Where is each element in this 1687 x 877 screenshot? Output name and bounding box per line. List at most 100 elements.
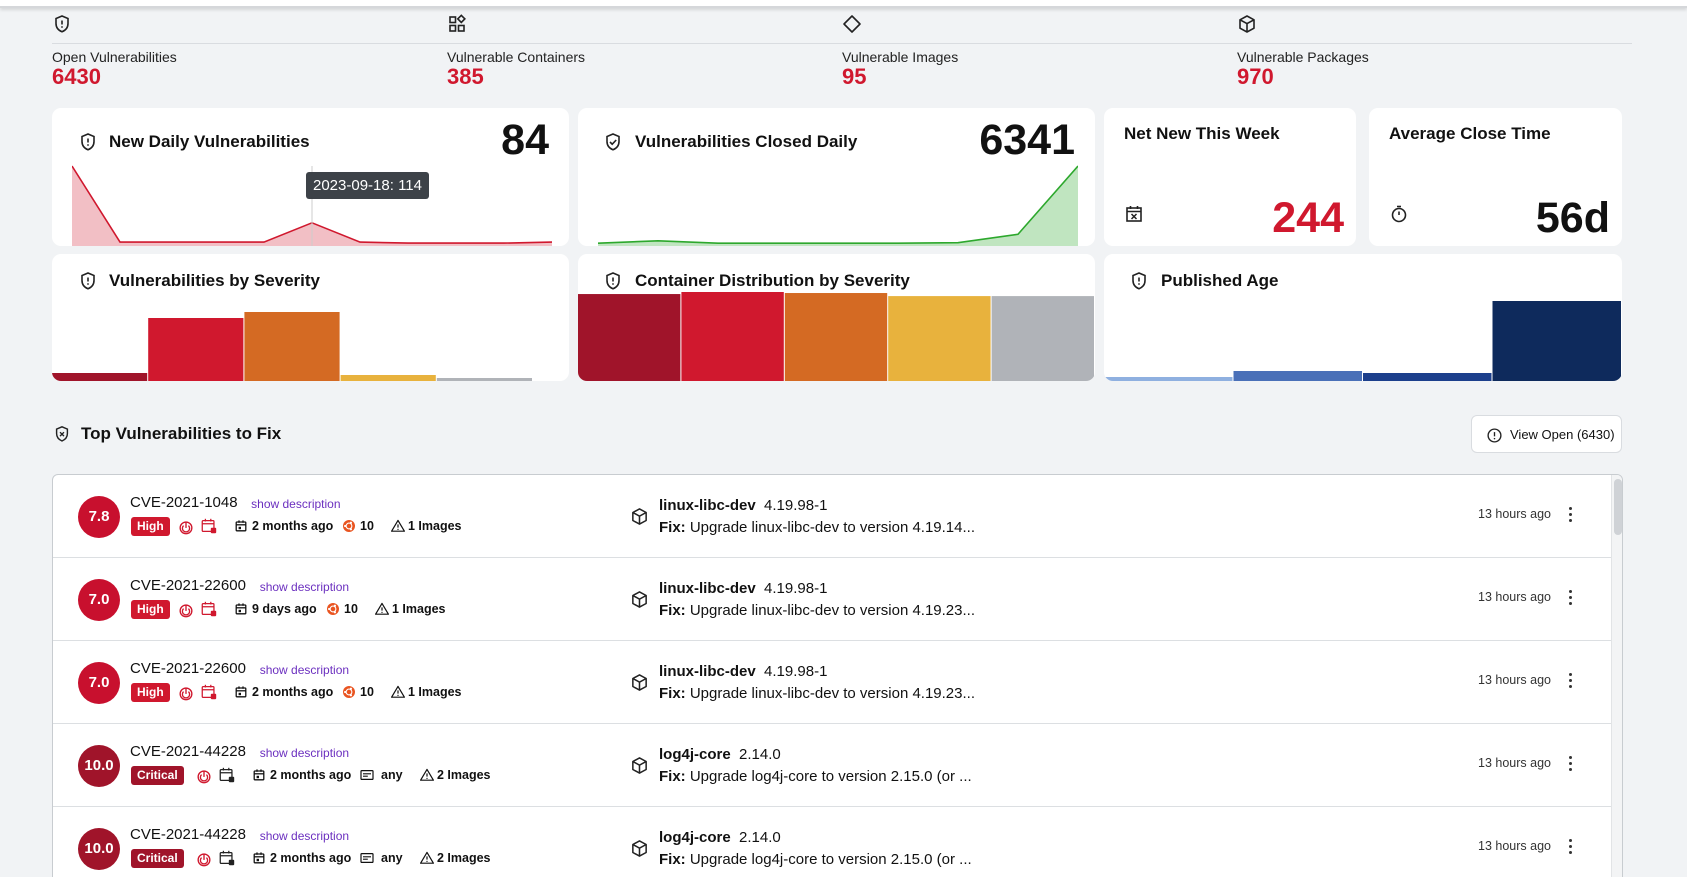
row-menu-icon[interactable] [1565,754,1575,774]
fix-text: Upgrade log4j-core to version 2.15.0 (or… [689,768,972,785]
detected-time: 13 hours ago [1478,673,1551,687]
calendar-alert-icon [218,849,236,867]
severity-bar-chart[interactable] [52,301,569,381]
affected-images[interactable]: 2 Images [437,768,491,782]
exploit-fire-icon [177,518,195,536]
published-date: 2 months ago [270,851,352,865]
row-menu-icon[interactable] [1565,588,1575,608]
card-title: Container Distribution by Severity [635,271,910,290]
row-menu-icon[interactable] [1565,671,1575,691]
package-version: 4.19.98-1 [764,663,828,680]
affected-images[interactable]: 1 Images [408,519,462,533]
card-title: Average Close Time [1389,124,1551,143]
table-row[interactable]: 10.0 CVE-2021-44228 show description Critic… [53,807,1611,877]
cve-id[interactable]: CVE-2021-22600 [130,577,246,594]
cve-id[interactable]: CVE-2021-44228 [130,826,246,843]
affected-images[interactable]: 1 Images [408,685,462,699]
table-row[interactable]: 7.0 CVE-2021-22600 show description High 9 d… [53,558,1611,641]
package-info[interactable]: log4j-core 2.14.0 [659,829,781,846]
table-row[interactable]: 10.0 CVE-2021-44228 show description Critic… [53,724,1611,807]
bar [1233,371,1362,381]
package-info[interactable]: log4j-core 2.14.0 [659,746,781,763]
published-age-card[interactable]: Published Age [1104,254,1622,381]
cvss-score-badge: 10.0 [78,745,120,787]
new-daily-vulnerabilities-card[interactable]: New Daily Vulnerabilities 84 2023-09-18:… [52,108,569,246]
warning-icon [390,684,406,700]
view-open-button[interactable]: View Open (6430) [1471,415,1622,453]
fix-info: Fix: Upgrade log4j-core to version 2.15.… [659,851,972,868]
warning-icon [390,518,406,534]
detected-time: 13 hours ago [1478,590,1551,604]
bar [578,294,681,381]
calendar-alert-icon [200,683,218,701]
card-icon [359,850,375,866]
kpi-value: 95 [842,64,867,89]
kpi-vulnerable-packages[interactable]: Vulnerable Packages 970 [1237,14,1632,90]
cve-id[interactable]: CVE-2021-1048 [130,494,238,511]
vulnerabilities-by-severity-card[interactable]: Vulnerabilities by Severity [52,254,569,381]
package-name: linux-libc-dev [659,497,756,514]
row-menu-icon[interactable] [1565,505,1575,525]
warning-icon [419,850,435,866]
show-description-link[interactable]: show description [259,746,350,760]
kpi-open-vulnerabilities[interactable]: Open Vulnerabilities 6430 [52,14,447,90]
scrollbar-thumb[interactable] [1614,479,1622,535]
kpi-divider [447,43,842,44]
kpi-label: Vulnerable Images [842,49,959,65]
kpi-value: 6430 [52,64,101,89]
fix-label: Fix: [659,851,686,868]
stopwatch-icon [1391,205,1407,223]
container-distribution-card[interactable]: Container Distribution by Severity [578,254,1095,381]
show-description-link[interactable]: show description [259,580,350,594]
severity-badge: High [131,517,170,536]
average-close-time-card[interactable]: Average Close Time 56d [1369,108,1622,246]
show-description-link[interactable]: show description [251,497,341,511]
package-info[interactable]: linux-libc-dev 4.19.98-1 [659,580,827,597]
calendar-icon [233,518,249,534]
show-description-link[interactable]: show description [259,829,350,843]
kpi-vulnerable-images[interactable]: Vulnerable Images 95 [842,14,1237,90]
fix-info: Fix: Upgrade log4j-core to version 2.15.… [659,768,972,785]
shield-alert-icon [81,272,95,290]
cvss-score-badge: 7.0 [78,662,120,704]
kpi-label: Vulnerable Packages [1237,49,1369,65]
published-age-bar-chart[interactable] [1104,301,1622,381]
card-title: Published Age [1161,271,1279,290]
affected-images[interactable]: 1 Images [392,602,446,616]
cve-id[interactable]: CVE-2021-44228 [130,743,246,760]
fix-info: Fix: Upgrade linux-libc-dev to version 4… [659,685,975,702]
package-info[interactable]: linux-libc-dev 4.19.98-1 [659,663,827,680]
affected-images[interactable]: 2 Images [437,851,491,865]
kpi-vulnerable-containers[interactable]: Vulnerable Containers 385 [447,14,842,90]
closed-daily-area-chart[interactable] [598,158,1078,246]
distro-count: any [381,851,403,865]
show-description-link[interactable]: show description [259,663,350,677]
kpi-value: 970 [1237,64,1274,89]
ubuntu-icon [341,518,357,534]
kpi-strip: Open Vulnerabilities 6430 Vulnerable Con… [52,14,1632,90]
fix-text: Upgrade linux-libc-dev to version 4.19.2… [689,602,975,619]
package-info[interactable]: linux-libc-dev 4.19.98-1 [659,497,827,514]
package-icon [630,590,649,609]
closed-daily-card[interactable]: Vulnerabilities Closed Daily 6341 [578,108,1095,246]
cve-id[interactable]: CVE-2021-22600 [130,660,246,677]
package-name: log4j-core [659,829,731,846]
ubuntu-icon [341,684,357,700]
table-row[interactable]: 7.8 CVE-2021-1048 show description High 2 mo… [53,475,1611,558]
card-icon [359,767,375,783]
kpi-divider [842,43,1237,44]
bar [1363,373,1492,381]
table-row[interactable]: 7.0 CVE-2021-22600 show description High 2 m… [53,641,1611,724]
published-date: 2 months ago [270,768,352,782]
scrollbar[interactable] [1611,475,1622,877]
distro-count: 10 [360,685,374,699]
severity-badge: High [131,600,170,619]
container-distribution-bar-chart[interactable] [578,292,1095,381]
fix-info: Fix: Upgrade linux-libc-dev to version 4… [659,602,975,619]
distro-count: any [381,768,403,782]
bar [888,296,991,381]
net-new-card[interactable]: Net New This Week 244 [1104,108,1356,246]
row-menu-icon[interactable] [1565,837,1575,857]
package-version: 2.14.0 [739,829,781,846]
shield-alert-icon [1132,272,1146,290]
